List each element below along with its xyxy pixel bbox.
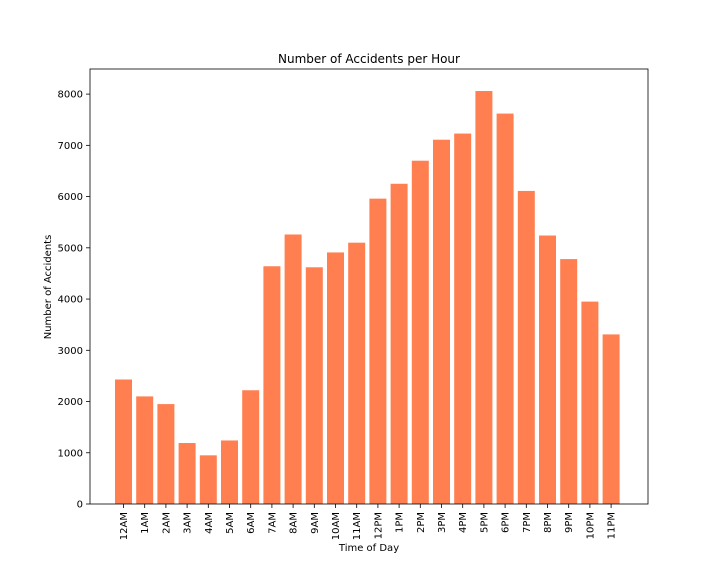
y-tick-label: 7000 — [58, 141, 83, 152]
y-tick-label: 2000 — [58, 397, 83, 408]
x-tick-label: 6AM — [246, 512, 257, 534]
y-tick-label: 3000 — [58, 346, 83, 357]
bar-3am — [178, 443, 196, 504]
x-tick-label: 1PM — [395, 512, 406, 533]
x-tick-label: 10AM — [331, 512, 342, 540]
chart-title: Number of Accidents per Hour — [278, 52, 460, 66]
x-tick-label: 7PM — [522, 512, 533, 533]
x-tick-label: 9AM — [310, 512, 321, 534]
x-tick-label: 5PM — [479, 512, 490, 533]
bar-8am — [284, 234, 302, 505]
bar-3pm — [433, 139, 450, 504]
bar-12am — [115, 379, 132, 504]
y-tick-label: 8000 — [58, 90, 83, 101]
bar-11am — [348, 242, 366, 504]
y-axis: 0 1000 2000 3000 4000 5000 6000 7000 8000 — [58, 90, 90, 511]
y-tick-label: 6000 — [58, 192, 83, 203]
x-tick-label: 11AM — [352, 512, 363, 540]
bars-group — [115, 91, 620, 505]
bar-1pm — [390, 183, 408, 504]
bar-2pm — [411, 160, 429, 504]
bar-7pm — [517, 190, 535, 504]
x-tick-label: 3AM — [183, 512, 194, 534]
x-tick-label: 4AM — [204, 512, 215, 534]
x-tick-label: 5AM — [225, 512, 236, 534]
bar-6am — [242, 390, 260, 504]
x-tick-label: 4PM — [458, 512, 469, 533]
x-axis-label: Time of Day — [338, 543, 399, 554]
y-tick-label: 4000 — [58, 295, 83, 306]
plot-frame — [89, 68, 649, 505]
x-tick-label: 12AM — [119, 512, 130, 540]
x-tick-label: 2AM — [161, 512, 172, 534]
bar-4am — [199, 455, 217, 504]
y-axis-label: Number of Accidents — [43, 235, 54, 340]
bar-2am — [157, 404, 175, 504]
x-tick-label: 12PM — [373, 512, 384, 539]
bar-1am — [136, 396, 154, 504]
bar-7am — [263, 266, 281, 504]
x-tick-label: 1AM — [140, 512, 151, 534]
bar-8pm — [539, 235, 556, 504]
bar-4pm — [454, 133, 472, 504]
x-tick-label: 9PM — [564, 512, 575, 533]
x-tick-label: 11PM — [607, 512, 618, 539]
x-tick-label: 8PM — [543, 512, 554, 533]
y-tick-label: 1000 — [58, 448, 83, 459]
bar-9pm — [560, 259, 578, 504]
x-tick-label: 8AM — [289, 512, 300, 534]
bar-6pm — [496, 113, 514, 504]
bar-5pm — [475, 91, 493, 504]
x-tick-label: 2PM — [416, 512, 427, 533]
x-axis: 12AM 1AM 2AM 3AM 4AM 5AM 6AM 7AM 8AM 9AM 10AM 11AM 1… — [119, 504, 618, 540]
y-tick-label: 5000 — [58, 243, 83, 254]
bar-11pm — [602, 334, 620, 504]
y-tick-label: 0 — [77, 500, 83, 511]
bar-10pm — [581, 301, 599, 504]
bar-12pm — [369, 198, 387, 504]
bar-5am — [221, 440, 238, 504]
x-tick-label: 10PM — [585, 512, 596, 539]
x-tick-label: 7AM — [267, 512, 278, 534]
bar-10am — [327, 252, 344, 504]
x-tick-label: 3PM — [437, 512, 448, 533]
bar-9am — [305, 267, 323, 504]
x-tick-label: 6PM — [501, 512, 512, 533]
